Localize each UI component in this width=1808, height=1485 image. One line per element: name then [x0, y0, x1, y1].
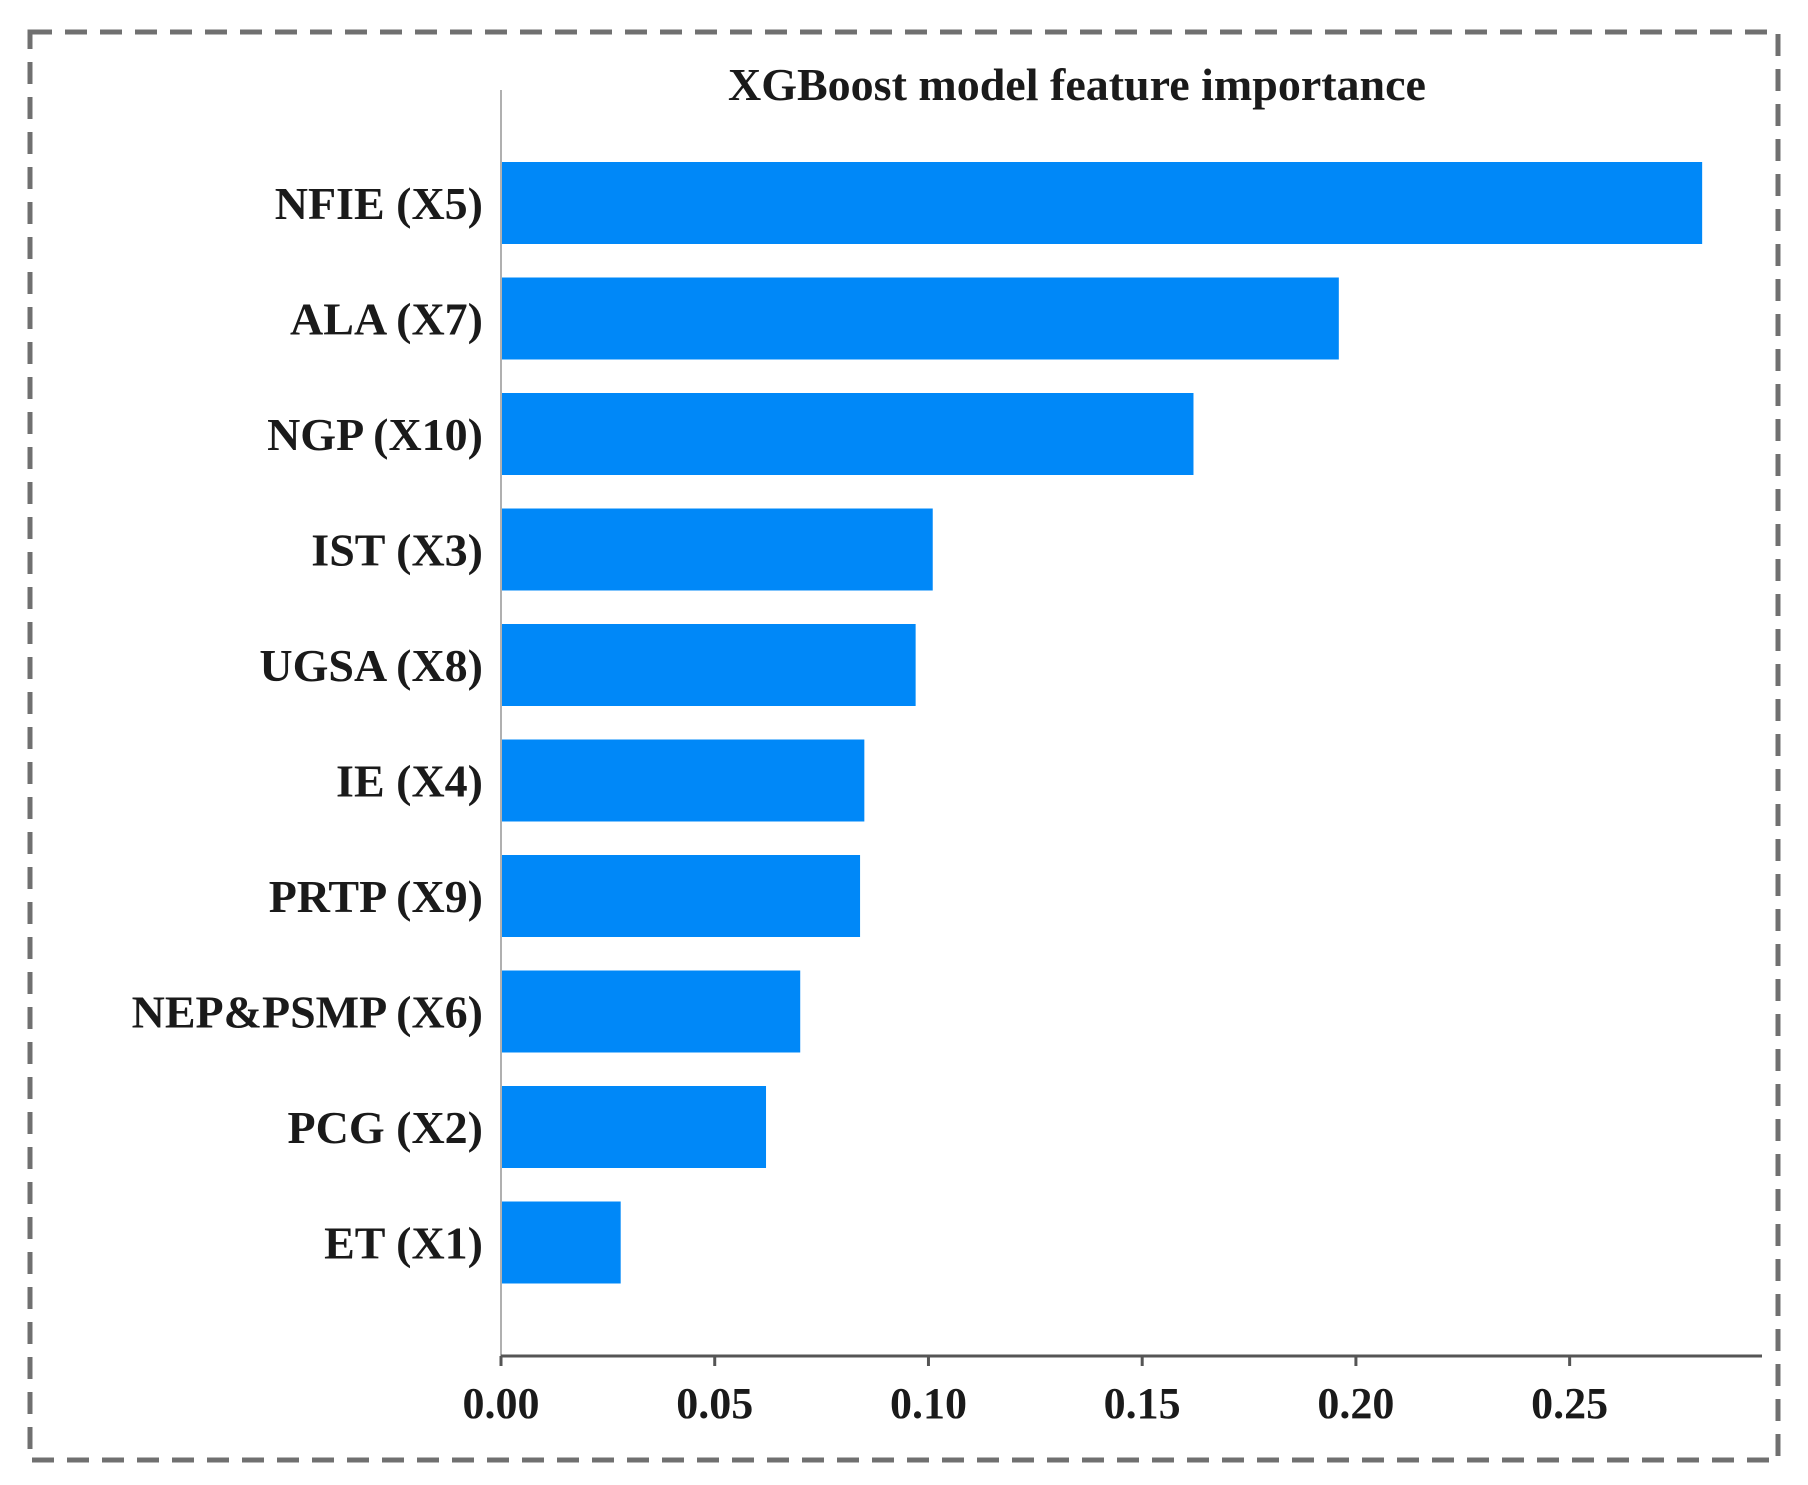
bar-9	[501, 1201, 621, 1284]
bar-7	[501, 970, 801, 1053]
chart-title: XGBoost model feature importance	[728, 59, 1426, 110]
bar-2	[501, 393, 1194, 475]
category-label-4: UGSA (X8)	[259, 640, 483, 691]
x-tick-label-3: 0.15	[1104, 1379, 1181, 1428]
category-label-1: ALA (X7)	[290, 294, 483, 345]
bar-6	[501, 855, 861, 937]
category-label-6: PRTP (X9)	[269, 871, 483, 922]
bar-4	[501, 624, 916, 706]
x-ticks: 0.00 0.05 0.10 0.15 0.20 0.25	[463, 1356, 1608, 1428]
bar-0	[501, 162, 1703, 244]
category-label-8: PCG (X2)	[288, 1102, 483, 1153]
x-tick-label-4: 0.20	[1317, 1379, 1394, 1428]
x-tick-label-0: 0.00	[463, 1379, 540, 1428]
category-label-3: IST (X3)	[311, 525, 483, 576]
bar-3	[501, 508, 933, 591]
category-label-2: NGP (X10)	[267, 409, 483, 460]
bar-5	[501, 739, 865, 822]
bar-1	[501, 277, 1339, 360]
category-label-7: NEP&PSMP (X6)	[132, 987, 483, 1038]
category-label-0: NFIE (X5)	[275, 178, 483, 229]
x-tick-label-5: 0.25	[1531, 1379, 1608, 1428]
category-label-9: ET (X1)	[324, 1218, 483, 1269]
bars-layer	[501, 162, 1703, 1284]
bar-8	[501, 1086, 767, 1168]
category-labels: NFIE (X5) ALA (X7) NGP (X10) IST (X3) UGSA (…	[132, 178, 483, 1269]
x-tick-label-2: 0.10	[890, 1379, 967, 1428]
category-label-5: IE (X4)	[336, 756, 483, 807]
axes	[500, 90, 1762, 1358]
dashed-frame	[27, 29, 1781, 1463]
x-tick-label-1: 0.05	[676, 1379, 753, 1428]
